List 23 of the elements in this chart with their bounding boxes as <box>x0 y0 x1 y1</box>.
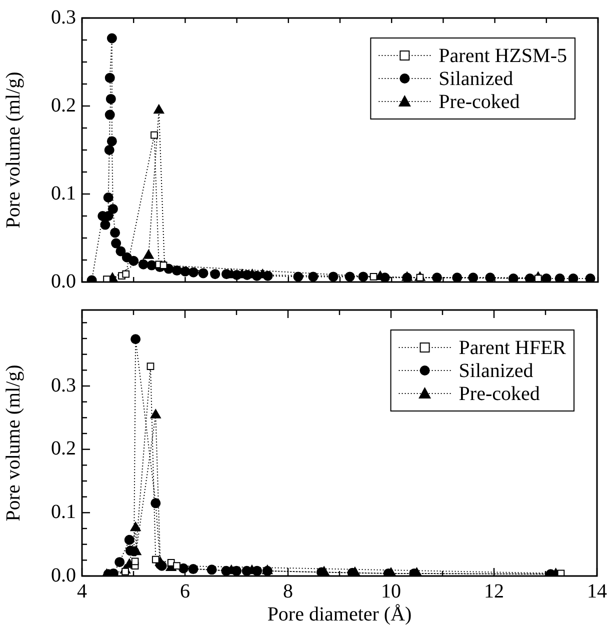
legend-label: Silanized <box>458 360 534 382</box>
x-tick-label: 12 <box>484 580 504 602</box>
x-axis-title: Pore diameter (Å) <box>267 603 412 626</box>
y-tick-label: 0.2 <box>51 438 76 460</box>
y-tick-label: 0.1 <box>51 182 76 204</box>
x-tick-label: 8 <box>283 580 293 602</box>
x-tick-label: 6 <box>180 580 190 602</box>
legend-label: Pre-coked <box>458 382 540 405</box>
y-axis-title: Pore volume (ml/g) <box>2 364 24 522</box>
legend-label: Silanized <box>438 68 514 90</box>
y-tick-label: 0.3 <box>51 374 76 396</box>
y-tick-label: 0.0 <box>51 270 76 292</box>
legend-label: Pre-coked <box>438 90 520 113</box>
y-tick-label: 0.2 <box>51 94 76 116</box>
legend-label: Parent HZSM-5 <box>438 44 568 67</box>
legend-label: Parent HFER <box>458 336 567 359</box>
y-axis-title: Pore volume (ml/g) <box>2 72 24 228</box>
y-tick-label: 0.1 <box>51 500 76 523</box>
x-tick-label: 14 <box>587 580 607 602</box>
y-tick-label: 0.0 <box>51 564 76 586</box>
y-tick-label: 0.3 <box>51 6 76 28</box>
x-tick-label: 10 <box>381 580 401 602</box>
x-tick-label: 4 <box>77 580 87 602</box>
